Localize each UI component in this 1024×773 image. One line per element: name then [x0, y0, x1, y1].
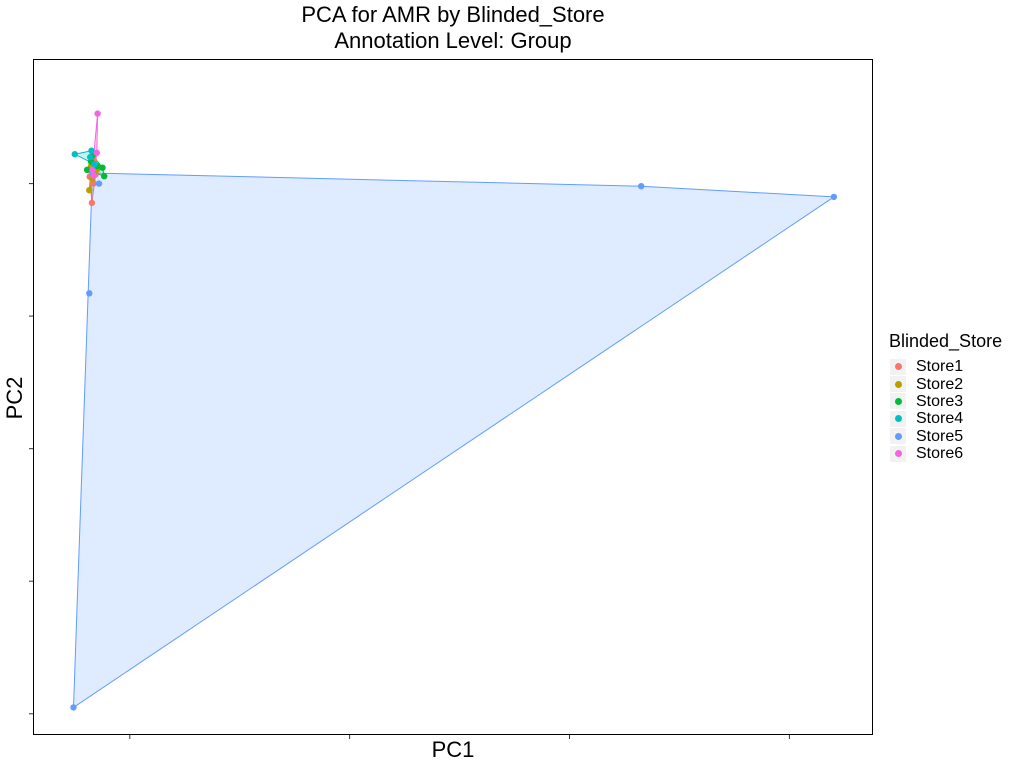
legend-item-store1: Store1 [889, 358, 1002, 375]
point-store4 [91, 161, 98, 168]
hull-store5 [73, 172, 835, 708]
point-store4 [87, 153, 94, 161]
chart-title: PCA for AMR by Blinded_Store [301, 2, 605, 27]
point-store5 [95, 180, 103, 187]
legend-item-store5: Store5 [889, 428, 1002, 445]
legend-item-store2: Store2 [889, 375, 1002, 393]
plot-panel-border [33, 59, 873, 735]
point-store3 [101, 173, 108, 180]
point-store4 [71, 151, 79, 158]
legend-key [890, 410, 906, 427]
legend-marker [894, 380, 902, 388]
point-store3 [99, 164, 106, 171]
point-store5 [830, 193, 838, 201]
legend-marker [894, 415, 902, 423]
point-layer [70, 110, 838, 711]
legend-key [890, 376, 906, 393]
point-store2 [86, 187, 93, 194]
legend-title: Blinded_Store [889, 331, 1003, 351]
point-store6 [94, 110, 101, 117]
legend-marker [894, 363, 902, 371]
point-store5 [70, 704, 77, 711]
hull-layer [73, 113, 835, 708]
point-store6 [89, 166, 96, 173]
y-axis-label: PC2 [2, 376, 27, 420]
legend-key [890, 393, 906, 410]
legend-label: Store3 [916, 392, 964, 410]
legend-label: Store1 [916, 358, 964, 376]
legend-items: Store1 Store2 Store3 Store4 Store5 Store6 [889, 358, 1002, 462]
legend-item-store6: Store6 [889, 445, 1002, 462]
legend-item-store4: Store4 [889, 410, 1002, 427]
point-store6 [90, 172, 97, 179]
point-store1 [88, 199, 96, 207]
legend-marker [894, 450, 902, 458]
point-store5 [86, 290, 93, 297]
legend-label: Store4 [916, 410, 964, 428]
legend-key [890, 445, 906, 462]
legend-marker [894, 432, 902, 440]
x-axis-label: PC1 [431, 737, 475, 762]
point-store3 [83, 166, 91, 173]
point-store4 [88, 147, 95, 154]
legend-marker [894, 397, 902, 405]
legend-key [890, 428, 906, 445]
legend-label: Store5 [916, 427, 964, 445]
legend-key [890, 358, 906, 375]
point-store5 [638, 183, 645, 190]
point-store6 [93, 149, 101, 156]
legend: Blinded_Store Store1 Store2 Store3 Store4 St… [889, 330, 1002, 462]
point-store1 [90, 180, 97, 187]
chart-subtitle: Annotation Level: Group [334, 28, 572, 53]
legend-label: Store6 [916, 445, 964, 463]
legend-label: Store2 [916, 375, 964, 393]
tick-layer [29, 183, 790, 739]
legend-item-store3: Store3 [889, 393, 1002, 410]
